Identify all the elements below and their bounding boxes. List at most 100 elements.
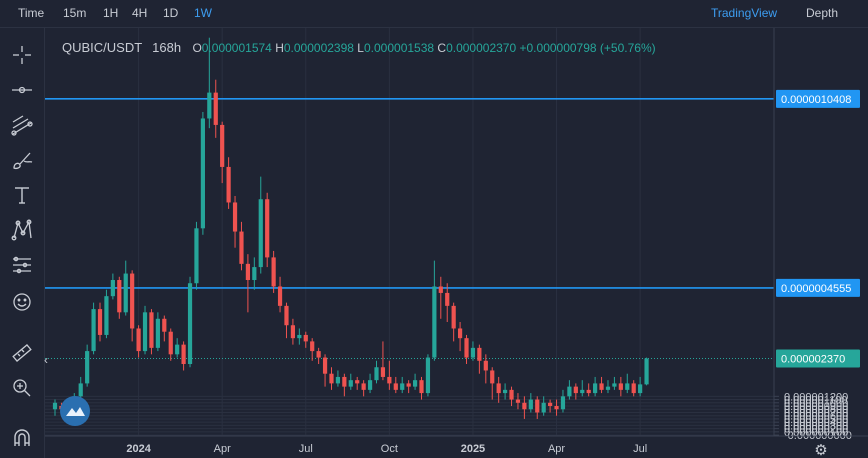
candle-body bbox=[265, 199, 270, 258]
timeframe-1d[interactable]: 1D bbox=[163, 6, 179, 20]
high-key: H bbox=[275, 41, 284, 55]
candle-body bbox=[432, 286, 437, 358]
candle-body bbox=[393, 383, 398, 390]
timeframe-4h[interactable]: 4H bbox=[132, 6, 148, 20]
timeframe-1w[interactable]: 1W bbox=[194, 6, 212, 20]
candle-body bbox=[239, 231, 244, 264]
candle-body bbox=[438, 286, 443, 293]
candle-body bbox=[612, 383, 617, 387]
price-tick-label: 0.000000900 bbox=[784, 401, 848, 413]
brush-icon[interactable] bbox=[11, 149, 33, 171]
collapse-toolbar-icon[interactable]: ‹ bbox=[44, 353, 48, 367]
crosshair-icon[interactable] bbox=[11, 44, 33, 66]
candle-body bbox=[104, 296, 109, 335]
candle-body bbox=[245, 263, 250, 281]
candle-body bbox=[593, 383, 598, 394]
candle-body bbox=[142, 312, 148, 352]
time-axis[interactable]: 2024 Apr Jul Oct 2025 Apr Jul ⚙ bbox=[45, 435, 868, 458]
settings-gear-icon[interactable]: ⚙ bbox=[814, 441, 827, 458]
candle-body bbox=[503, 389, 508, 394]
price-tick-label: 0.000001000 bbox=[784, 398, 848, 410]
candle-body bbox=[560, 396, 566, 410]
candle-body bbox=[97, 309, 103, 335]
candle-body bbox=[284, 305, 289, 326]
tradingview-link[interactable]: TradingView bbox=[711, 6, 778, 20]
candle-body bbox=[522, 402, 527, 410]
price-axis[interactable]: 0.0000012000.0000011000.0000010000.00000… bbox=[773, 28, 852, 442]
depth-button[interactable]: Depth bbox=[806, 6, 839, 20]
candle-body bbox=[91, 309, 96, 352]
candle-body bbox=[187, 283, 193, 365]
candle-body bbox=[310, 341, 315, 352]
candle-body bbox=[367, 380, 373, 390]
time-button[interactable]: Time bbox=[18, 6, 45, 20]
fib-tool-icon[interactable] bbox=[11, 114, 33, 136]
zoom-in-icon[interactable] bbox=[11, 377, 33, 399]
tradingview-logo-icon[interactable] bbox=[60, 396, 90, 426]
candle-body bbox=[194, 228, 199, 284]
candle-body bbox=[130, 273, 135, 329]
price-level-label: 0.0000004555 bbox=[781, 283, 851, 295]
candle-body bbox=[117, 280, 122, 313]
candle-body bbox=[181, 344, 186, 365]
ruler-icon[interactable] bbox=[11, 342, 33, 364]
candle-body bbox=[200, 118, 205, 229]
candle-body bbox=[528, 399, 533, 410]
candle-body bbox=[123, 273, 128, 313]
candle-body bbox=[535, 399, 540, 413]
candle-body bbox=[271, 257, 276, 287]
candle-body bbox=[515, 399, 521, 403]
candle-body bbox=[638, 384, 643, 394]
candle-body bbox=[355, 380, 360, 384]
timeframe-15m[interactable]: 15m bbox=[63, 6, 87, 20]
pattern-icon[interactable] bbox=[11, 219, 33, 241]
candle-body bbox=[213, 92, 218, 125]
forecast-icon[interactable] bbox=[11, 254, 33, 276]
interval-label: 168h bbox=[152, 40, 182, 55]
candle-body bbox=[297, 334, 302, 339]
last-price-label: 0.000002370 bbox=[781, 354, 845, 366]
candle-body bbox=[258, 199, 263, 268]
magnet-icon[interactable] bbox=[11, 427, 33, 449]
candle-body bbox=[374, 367, 379, 381]
candle-body bbox=[406, 383, 411, 387]
candle-body bbox=[618, 383, 623, 390]
price-tick-label: 0.000000800 bbox=[784, 404, 848, 416]
time-tick-label: 2025 bbox=[461, 443, 485, 455]
candle-body bbox=[470, 347, 476, 358]
candle-body bbox=[290, 325, 296, 339]
emoji-icon[interactable] bbox=[11, 291, 33, 313]
change-value: +0.000000798 (+50.76%) bbox=[519, 41, 656, 55]
price-tick-label: 0.000000600 bbox=[784, 411, 848, 423]
candle-body bbox=[380, 367, 386, 377]
candle-body bbox=[155, 318, 160, 348]
candle-body bbox=[168, 331, 173, 355]
candle-body bbox=[207, 92, 212, 119]
candle-body bbox=[316, 351, 321, 358]
trend-line-icon[interactable] bbox=[11, 79, 33, 101]
symbol-label[interactable]: QUBIC/USDT bbox=[62, 40, 143, 55]
candle-body bbox=[490, 370, 495, 384]
candle-body bbox=[329, 373, 334, 384]
candle-body bbox=[400, 383, 405, 390]
candle-body bbox=[496, 383, 501, 394]
open-value: 0.000001574 bbox=[201, 41, 272, 55]
candle-body bbox=[419, 380, 424, 394]
candle-body bbox=[554, 406, 559, 410]
candle-body bbox=[573, 386, 578, 394]
price-level-label: 0.0000010408 bbox=[781, 94, 851, 106]
candle-body bbox=[175, 344, 180, 355]
candle-body bbox=[149, 312, 154, 348]
timeframe-1h[interactable]: 1H bbox=[103, 6, 119, 20]
price-tick-label: 0.000000300 bbox=[784, 420, 848, 432]
candle-body bbox=[451, 305, 456, 329]
time-tick-label: Jul bbox=[633, 443, 647, 455]
drawing-toolbar bbox=[0, 28, 45, 458]
candle-body bbox=[335, 376, 341, 384]
low-key: L bbox=[357, 41, 364, 55]
candle-body bbox=[226, 166, 231, 203]
candle-body bbox=[625, 383, 630, 390]
text-icon[interactable] bbox=[11, 184, 33, 206]
